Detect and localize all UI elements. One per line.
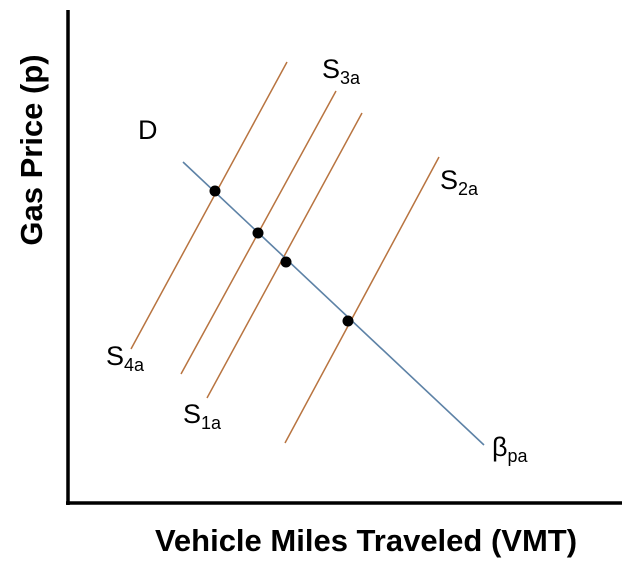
supply-curve	[206, 112, 363, 399]
demand-label: D	[138, 115, 158, 145]
y-axis-label: Gas Price (p)	[14, 54, 49, 245]
supply-label: S2a	[440, 165, 479, 199]
label-sub: 2a	[458, 179, 479, 199]
label-sub: pa	[508, 446, 529, 466]
equilibrium-point	[209, 185, 221, 197]
equilibrium-point	[252, 227, 264, 239]
label-main: S	[322, 54, 340, 84]
supply-label: S4a	[106, 341, 145, 375]
label-main: S	[106, 341, 124, 371]
label-sub: 1a	[201, 413, 222, 433]
x-axis-label: Vehicle Miles Traveled (VMT)	[155, 523, 577, 558]
supply-label: S1a	[183, 399, 222, 433]
equilibrium-point	[342, 315, 354, 327]
label-main: S	[183, 399, 201, 429]
demand-end-label: βpa	[492, 432, 529, 466]
label-sub: 4a	[124, 355, 145, 375]
label-main: S	[440, 165, 458, 195]
supply-curve	[284, 156, 440, 444]
label-sub: 3a	[340, 68, 361, 88]
equilibrium-point	[280, 256, 292, 268]
label-main: β	[492, 432, 508, 462]
supply-curve	[130, 61, 288, 350]
demand-curve	[182, 161, 485, 446]
supply-label: S3a	[322, 54, 361, 88]
